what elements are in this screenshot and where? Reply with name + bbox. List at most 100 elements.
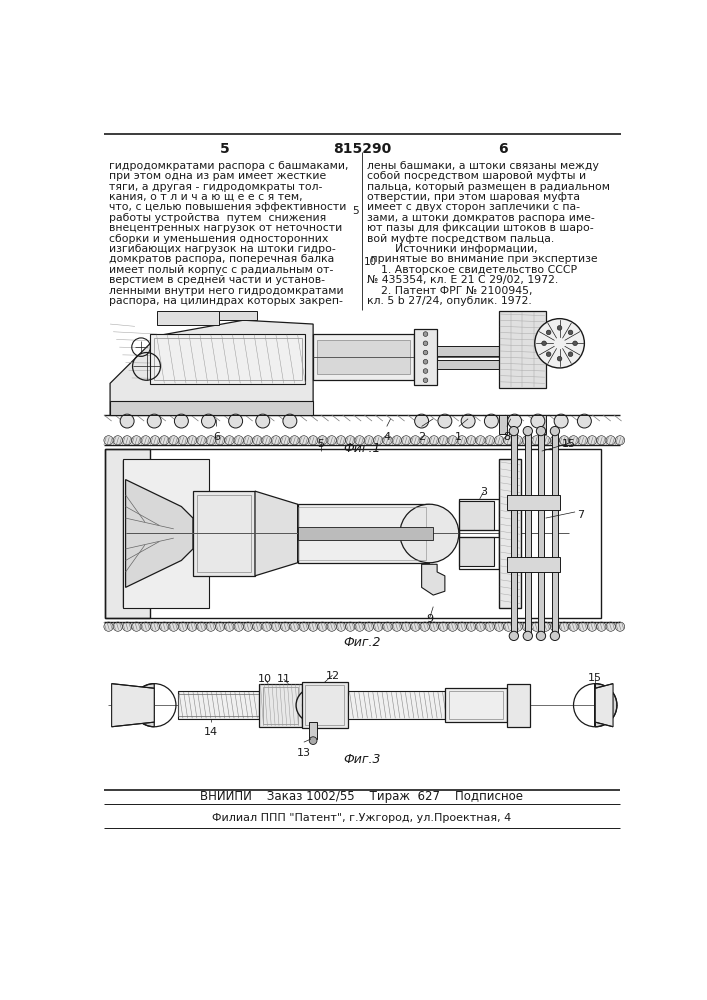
- Text: домкратов распора, поперечная балка: домкратов распора, поперечная балка: [109, 254, 334, 264]
- Bar: [197, 495, 251, 572]
- Circle shape: [547, 352, 551, 356]
- Circle shape: [216, 622, 225, 631]
- Text: 10: 10: [363, 257, 377, 267]
- Text: 10: 10: [258, 674, 272, 684]
- Bar: [309, 722, 317, 739]
- Bar: [459, 499, 499, 537]
- Circle shape: [509, 426, 518, 436]
- Bar: [177, 691, 259, 719]
- Circle shape: [228, 414, 243, 428]
- Circle shape: [504, 436, 513, 445]
- Text: вой муфте посредством пальца.: вой муфте посредством пальца.: [368, 234, 554, 244]
- Bar: [151, 334, 305, 384]
- Text: Филиал ППП "Патент", г.Ужгород, ул.Проектная, 4: Филиал ППП "Патент", г.Ужгород, ул.Проек…: [212, 813, 512, 823]
- Circle shape: [113, 436, 122, 445]
- Circle shape: [317, 622, 327, 631]
- Text: 15: 15: [562, 439, 576, 449]
- Text: Фиг.2: Фиг.2: [343, 636, 380, 649]
- Bar: [449, 691, 503, 719]
- Circle shape: [568, 330, 573, 335]
- Circle shape: [550, 622, 559, 631]
- Circle shape: [132, 622, 141, 631]
- Circle shape: [532, 436, 541, 445]
- Bar: [317, 340, 410, 374]
- Circle shape: [423, 341, 428, 346]
- Polygon shape: [126, 480, 193, 587]
- Text: тяги, а другая - гидродомкраты тол-: тяги, а другая - гидродомкраты тол-: [109, 182, 322, 192]
- Circle shape: [509, 631, 518, 641]
- Bar: [459, 530, 499, 569]
- Circle shape: [438, 622, 448, 631]
- Circle shape: [402, 436, 411, 445]
- Polygon shape: [255, 491, 298, 576]
- Bar: [510, 433, 517, 634]
- Text: Источники информации,: Источники информации,: [368, 244, 538, 254]
- Text: кания, о т л и ч а ю щ е е с я тем,: кания, о т л и ч а ю щ е е с я тем,: [109, 192, 302, 202]
- Bar: [437, 360, 499, 369]
- Circle shape: [206, 622, 216, 631]
- Circle shape: [383, 622, 392, 631]
- Circle shape: [252, 436, 262, 445]
- Circle shape: [523, 426, 532, 436]
- Text: № 435354, кл. Е 21 С 29/02, 1972.: № 435354, кл. Е 21 С 29/02, 1972.: [368, 275, 559, 285]
- Circle shape: [606, 436, 615, 445]
- Circle shape: [122, 436, 132, 445]
- Text: 6: 6: [498, 142, 508, 156]
- Circle shape: [423, 359, 428, 364]
- Circle shape: [569, 436, 578, 445]
- Bar: [499, 459, 521, 608]
- Circle shape: [104, 436, 113, 445]
- Text: 13: 13: [297, 748, 311, 758]
- Circle shape: [513, 436, 522, 445]
- Text: 9: 9: [426, 614, 433, 624]
- Bar: [507, 684, 530, 727]
- Circle shape: [513, 622, 522, 631]
- Bar: [154, 338, 301, 380]
- Circle shape: [178, 622, 187, 631]
- Circle shape: [557, 326, 562, 330]
- Circle shape: [457, 622, 467, 631]
- Bar: [538, 433, 544, 634]
- Circle shape: [141, 436, 151, 445]
- Circle shape: [557, 356, 562, 361]
- Circle shape: [484, 414, 498, 428]
- Circle shape: [476, 436, 485, 445]
- Circle shape: [485, 436, 494, 445]
- Circle shape: [373, 622, 383, 631]
- Bar: [105, 449, 602, 618]
- Circle shape: [578, 414, 591, 428]
- Circle shape: [355, 436, 364, 445]
- Text: 7: 7: [577, 510, 584, 520]
- Circle shape: [438, 414, 452, 428]
- Circle shape: [346, 622, 355, 631]
- Circle shape: [346, 436, 355, 445]
- Circle shape: [175, 414, 188, 428]
- Bar: [259, 684, 301, 727]
- Circle shape: [550, 436, 559, 445]
- Bar: [301, 682, 348, 728]
- Circle shape: [423, 350, 428, 355]
- Circle shape: [299, 622, 308, 631]
- Circle shape: [317, 436, 327, 445]
- Text: 5: 5: [220, 142, 230, 156]
- Bar: [313, 334, 414, 380]
- Circle shape: [299, 436, 308, 445]
- Bar: [538, 415, 546, 434]
- Circle shape: [420, 622, 429, 631]
- Text: собой посредством шаровой муфты и: собой посредством шаровой муфты и: [368, 171, 587, 181]
- Circle shape: [206, 436, 216, 445]
- Circle shape: [243, 622, 252, 631]
- Circle shape: [504, 622, 513, 631]
- Text: ВНИИПИ    Заказ 1002/55    Тираж  627    Подписное: ВНИИПИ Заказ 1002/55 Тираж 627 Подписное: [201, 790, 523, 803]
- Circle shape: [122, 622, 132, 631]
- Circle shape: [541, 622, 550, 631]
- Circle shape: [187, 622, 197, 631]
- Circle shape: [178, 436, 187, 445]
- Circle shape: [448, 436, 457, 445]
- Circle shape: [541, 436, 550, 445]
- Circle shape: [588, 436, 597, 445]
- Text: 2. Патент ФРГ № 2100945,: 2. Патент ФРГ № 2100945,: [368, 286, 533, 296]
- Circle shape: [588, 622, 597, 631]
- Polygon shape: [595, 684, 613, 727]
- Text: внецентренных нагрузок от неточности: внецентренных нагрузок от неточности: [109, 223, 341, 233]
